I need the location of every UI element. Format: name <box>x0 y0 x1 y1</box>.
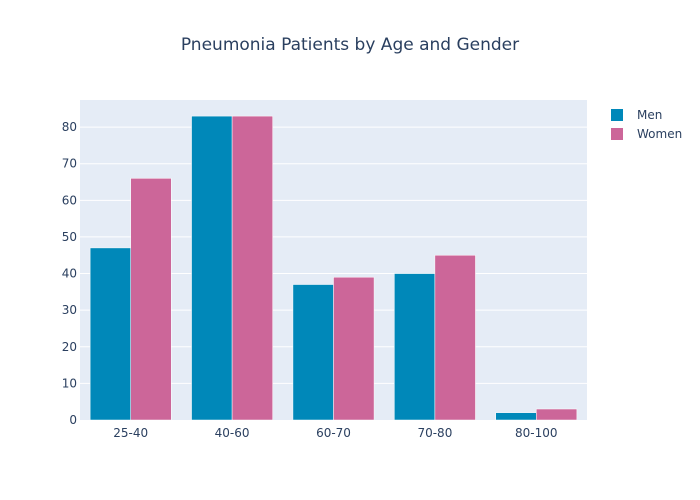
legend-item-women[interactable]: Women <box>611 127 682 141</box>
y-tick-label: 30 <box>62 303 77 317</box>
y-axis: 0 10 20 30 40 50 60 70 80 <box>62 120 77 427</box>
x-tick-label: 70-80 <box>417 426 452 440</box>
bar-women-60-70[interactable] <box>333 276 375 421</box>
y-tick-label: 60 <box>62 193 77 207</box>
bars <box>89 115 578 421</box>
x-axis: 25-40 40-60 60-70 70-80 80-100 <box>113 426 557 440</box>
legend-swatch <box>611 128 623 140</box>
y-tick-label: 70 <box>62 157 77 171</box>
bar-men-80-100[interactable] <box>495 412 537 421</box>
legend-item-men[interactable]: Men <box>611 108 662 122</box>
x-tick-label: 80-100 <box>515 426 558 440</box>
y-tick-label: 40 <box>62 267 77 281</box>
y-tick-label: 0 <box>69 413 77 427</box>
y-tick-label: 10 <box>62 376 77 390</box>
legend[interactable]: Men Women <box>611 108 682 141</box>
bar-women-40-60[interactable] <box>231 115 273 421</box>
x-tick-label: 25-40 <box>113 426 148 440</box>
bar-men-70-80[interactable] <box>394 273 436 421</box>
bar-women-70-80[interactable] <box>434 254 476 421</box>
y-tick-label: 80 <box>62 120 77 134</box>
bar-men-40-60[interactable] <box>191 115 233 421</box>
legend-label: Women <box>637 127 682 141</box>
legend-swatch <box>611 109 623 121</box>
x-tick-label: 60-70 <box>316 426 351 440</box>
chart-title: Pneumonia Patients by Age and Gender <box>181 35 519 55</box>
bar-men-60-70[interactable] <box>292 284 334 421</box>
legend-label: Men <box>637 108 662 122</box>
bar-men-25-40[interactable] <box>89 247 131 421</box>
y-tick-label: 50 <box>62 230 77 244</box>
bar-women-25-40[interactable] <box>130 178 172 421</box>
x-tick-label: 40-60 <box>215 426 250 440</box>
y-tick-label: 20 <box>62 340 77 354</box>
bar-women-80-100[interactable] <box>536 408 578 421</box>
